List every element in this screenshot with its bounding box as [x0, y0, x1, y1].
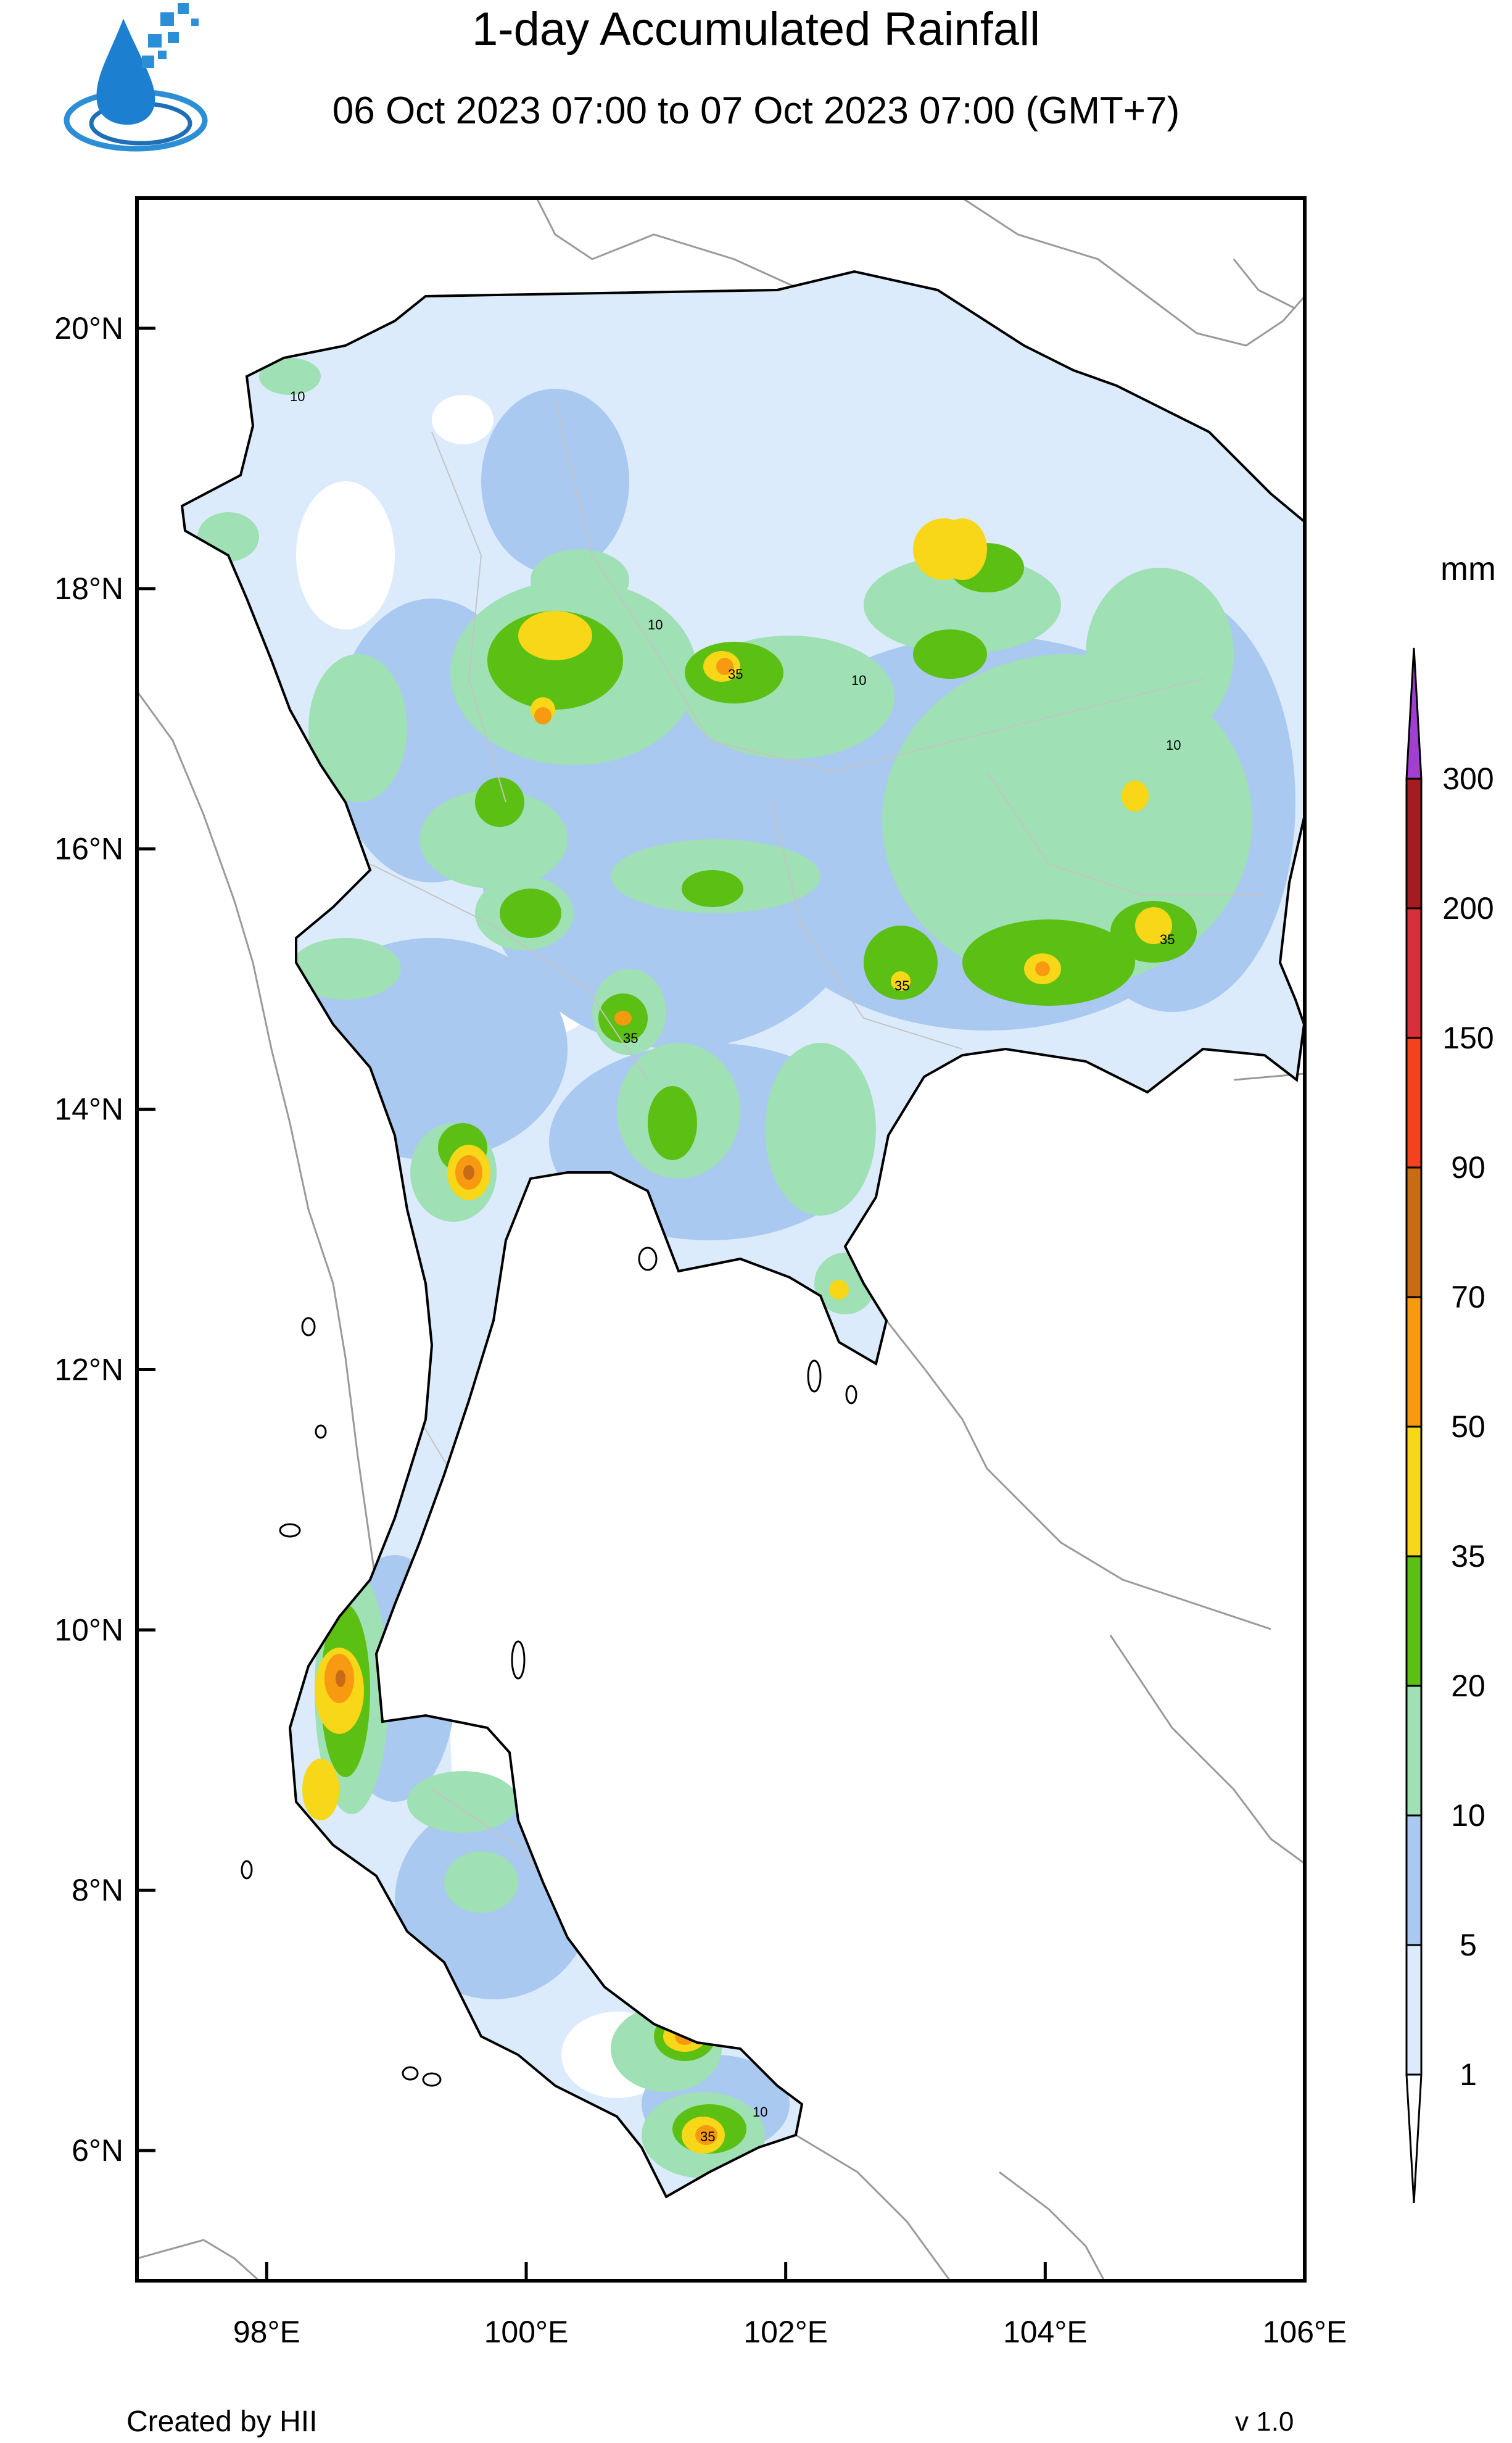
x-tick-label: 98°E [233, 2315, 300, 2349]
version-text: v 1.0 [1235, 2407, 1294, 2437]
map-frame [135, 196, 1307, 2283]
contour-label: 10 [851, 673, 866, 688]
y-axis: 20°N 18°N 16°N 14°N 12°N 10°N 8°N 6°N [54, 311, 155, 2168]
colorbar-level-label: 70 [1451, 1280, 1485, 1314]
colorbar-bin [1405, 778, 1423, 910]
colorbar-low-triangle [1405, 2073, 1423, 2204]
x-tick-label: 100°E [484, 2315, 569, 2349]
colorbar-bin [1405, 907, 1423, 1039]
colorbar-level-label: 1 [1460, 2057, 1477, 2092]
contour-label: 10 [290, 389, 305, 404]
colorbar: 1 5 10 20 35 50 70 90 150 200 300 [1405, 647, 1494, 2204]
colorbar-level-label: 300 [1442, 761, 1493, 796]
contour-label: 35 [728, 666, 743, 682]
colorbar-bin [1405, 1814, 1423, 1946]
map-subtitle: 06 Oct 2023 07:00 to 07 Oct 2023 07:00 (… [332, 89, 1180, 132]
colorbar-level-label: 200 [1442, 891, 1493, 926]
y-tick-label: 6°N [72, 2133, 123, 2168]
colorbar-level-label: 90 [1451, 1150, 1485, 1185]
contour-label: 35 [1160, 932, 1175, 947]
colorbar-bin [1405, 1555, 1423, 1687]
colorbar-bin [1405, 1685, 1423, 1817]
y-tick-label: 10°N [54, 1612, 123, 1647]
y-tick-label: 20°N [54, 311, 123, 346]
contour-label: 10 [648, 617, 663, 633]
colorbar-high-triangle [1405, 647, 1423, 780]
colorbar-level-label: 35 [1451, 1539, 1485, 1574]
colorbar-level-label: 150 [1442, 1021, 1493, 1055]
colorbar-level-label: 50 [1451, 1409, 1485, 1444]
colorbar-level-label: 20 [1451, 1669, 1485, 1703]
x-tick-label: 102°E [743, 2315, 828, 2349]
colorbar-level-label: 5 [1460, 1928, 1477, 1962]
map-title: 1-day Accumulated Rainfall [472, 3, 1040, 56]
contour-label: 10 [1166, 737, 1181, 753]
contour-label: 10 [753, 2104, 767, 2120]
x-tick-label: 106°E [1263, 2315, 1347, 2349]
y-tick-label: 18°N [54, 571, 123, 606]
x-tick-label: 104°E [1003, 2315, 1088, 2349]
y-tick-label: 12°N [54, 1352, 123, 1387]
contour-label: 35 [623, 1031, 638, 1046]
y-tick-label: 16°N [54, 832, 123, 866]
colorbar-bin [1405, 1944, 1423, 2076]
contour-label: 35 [700, 2129, 715, 2144]
y-tick-label: 14°N [54, 1092, 123, 1127]
rain-patch-northeast [938, 518, 987, 580]
hii-logo-icon [64, 3, 208, 152]
neighbor-borders [137, 198, 1305, 2281]
y-tick-label: 8°N [72, 1873, 123, 1907]
x-axis: 98°E 100°E 102°E 104°E 106°E [233, 2262, 1347, 2349]
colorbar-level-label: 10 [1451, 1798, 1485, 1833]
rain-class-70 [336, 1165, 474, 1687]
colorbar-bin [1405, 1296, 1423, 1428]
credit-text: Created by HII [126, 2405, 318, 2438]
islands [241, 1246, 857, 2087]
colorbar-bin [1405, 1166, 1423, 1298]
province-borders [370, 400, 1265, 1944]
colorbar-bin [1405, 1037, 1423, 1169]
colorbar-unit: mm [1440, 550, 1496, 587]
colorbar-bin [1405, 1425, 1423, 1557]
contour-label: 35 [894, 978, 909, 993]
